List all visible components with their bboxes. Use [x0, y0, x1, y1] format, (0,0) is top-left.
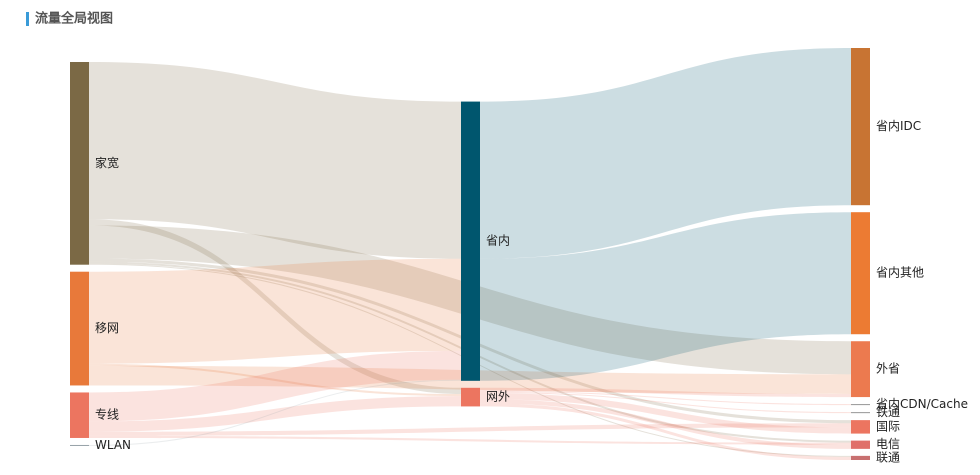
link: [89, 219, 461, 395]
link: [89, 62, 461, 259]
link: [480, 392, 851, 434]
node: [461, 101, 480, 381]
link: [480, 399, 851, 449]
link: [480, 387, 851, 398]
node: [70, 392, 89, 438]
link: [89, 363, 461, 397]
node: [70, 444, 89, 446]
node-label: 家宽: [95, 155, 119, 170]
title-accent: [26, 12, 29, 26]
node-label: 省内其他: [876, 266, 924, 280]
node-label: 电信: [876, 437, 900, 451]
link: [89, 379, 461, 446]
chart-title: 流量全局视图: [35, 11, 113, 27]
node: [461, 387, 480, 407]
node-label: 省内CDN/Cache: [876, 397, 968, 411]
node: [851, 440, 870, 449]
node-label: 网外: [486, 390, 510, 404]
node: [851, 48, 870, 206]
node: [851, 404, 870, 406]
node-label: 省内IDC: [876, 119, 921, 133]
node-label: 联通: [876, 450, 900, 464]
node-label: 专线: [95, 407, 119, 422]
node-label: 国际: [876, 419, 900, 433]
node: [70, 62, 89, 265]
node: [851, 341, 870, 398]
node-label: WLAN: [95, 438, 131, 452]
node-label: 移网: [95, 321, 119, 335]
link: [89, 423, 851, 436]
node: [851, 412, 870, 414]
link: [89, 396, 461, 432]
link: [480, 212, 851, 381]
link: [89, 435, 851, 445]
link: [89, 258, 461, 364]
link: [480, 391, 851, 414]
node-label: 省内: [486, 234, 510, 248]
node: [851, 212, 870, 335]
node-label: 铁通: [876, 405, 900, 419]
link: [480, 403, 851, 460]
node: [851, 420, 870, 434]
node: [851, 455, 870, 460]
node-label: 外省: [876, 362, 900, 376]
link: [480, 48, 851, 259]
node: [70, 271, 89, 386]
link: [480, 390, 851, 406]
link: [89, 350, 461, 422]
